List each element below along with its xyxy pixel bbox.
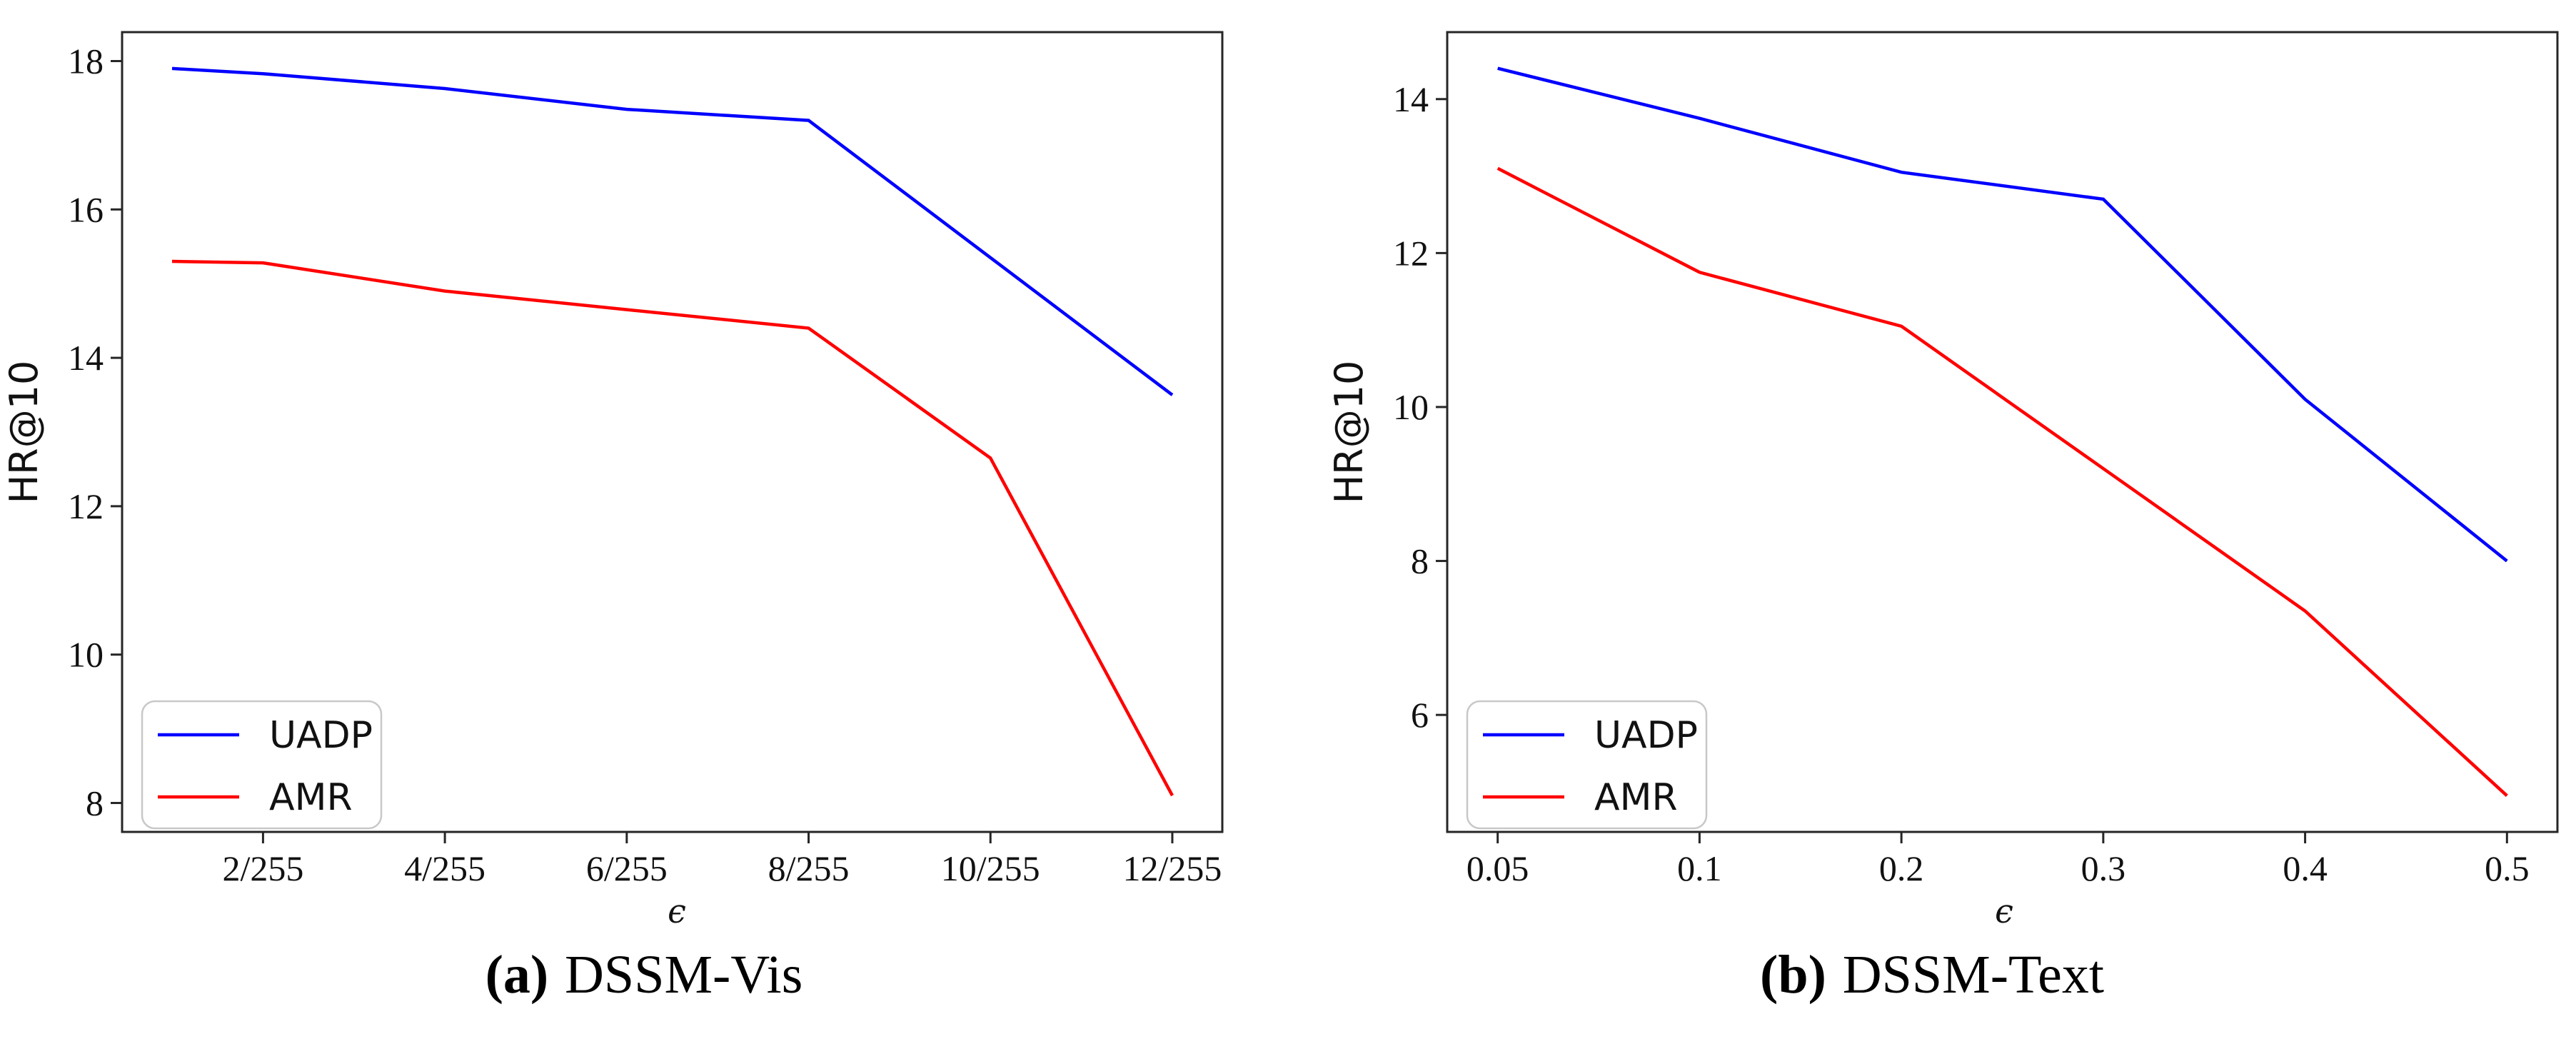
plot-svg-dssm-vis: 8 10 12 14 16 18 2/255 4/255 6/255 8/255 10/255 12/…	[1, 31, 1224, 930]
y-axis-label: HR@10	[1327, 361, 1372, 504]
plot-svg-dssm-text: 6 8 10 12 14 0.05 0.1 0.2 0.3 0.4 0.5 ϵ HR@10 UADP AMR	[1327, 31, 2559, 930]
y-tick-label: 12	[1393, 233, 1429, 273]
caption-b-title: DSSM-Text	[1842, 945, 2104, 1005]
x-tick-label: 6/255	[586, 848, 668, 888]
x-tick-label: 2/255	[222, 848, 303, 888]
series-line-uadp	[171, 66, 1174, 396]
x-tick-label: 0.4	[2283, 848, 2328, 888]
y-tick-label: 14	[68, 338, 104, 378]
y-tick-label: 6	[1411, 695, 1429, 735]
y-tick-label: 10	[1393, 387, 1429, 427]
y-tick-label: 16	[68, 189, 104, 229]
legend-label-uadp: UADP	[1594, 714, 1698, 757]
caption-a-index: (a)	[485, 945, 549, 1005]
series-line-amr	[171, 259, 1174, 797]
y-axis-label: HR@10	[1, 361, 46, 504]
x-tick-label: 4/255	[404, 848, 485, 888]
chart-dssm-text: 6 8 10 12 14 0.05 0.1 0.2 0.3 0.4 0.5 ϵ HR@10 UADP AMR…	[1288, 0, 2576, 1044]
legend-label-uadp: UADP	[269, 714, 373, 757]
chart-dssm-vis: 8 10 12 14 16 18 2/255 4/255 6/255 8/255 10/255 12/…	[0, 31, 1288, 1006]
series-line-uadp	[1497, 66, 2508, 563]
x-tick-label: 0.3	[2081, 848, 2126, 888]
y-tick-label: 8	[86, 783, 104, 823]
y-tick-label: 14	[1393, 79, 1429, 119]
x-tick-label: 0.05	[1466, 848, 1529, 888]
x-tick-label: 10/255	[941, 848, 1040, 888]
y-tick-label: 10	[68, 635, 104, 675]
x-tick-label: 0.2	[1879, 848, 1924, 888]
caption-a-title: DSSM-Vis	[565, 945, 803, 1005]
y-tick-label: 18	[68, 41, 104, 81]
caption-a: (a) DSSM-Vis	[0, 944, 1288, 1006]
x-tick-label: 8/255	[768, 848, 850, 888]
x-axis-label-epsilon: ϵ	[668, 892, 686, 930]
y-tick-label: 12	[68, 486, 104, 526]
plot-area-border	[121, 31, 1224, 833]
x-tick-label: 0.1	[1677, 848, 1722, 888]
legend-label-amr: AMR	[269, 776, 353, 819]
x-tick-label: 12/255	[1123, 848, 1222, 888]
plot-area-border	[1446, 31, 2559, 833]
caption-b-index: (b)	[1760, 945, 1826, 1005]
caption-b: (b) DSSM-Text	[1288, 944, 2576, 1006]
x-tick-label: 0.5	[2485, 848, 2530, 888]
series-line-amr	[1496, 166, 2508, 797]
legend-label-amr: AMR	[1594, 776, 1678, 819]
y-tick-label: 8	[1411, 541, 1429, 581]
x-axis-label-epsilon: ϵ	[1995, 892, 2013, 930]
